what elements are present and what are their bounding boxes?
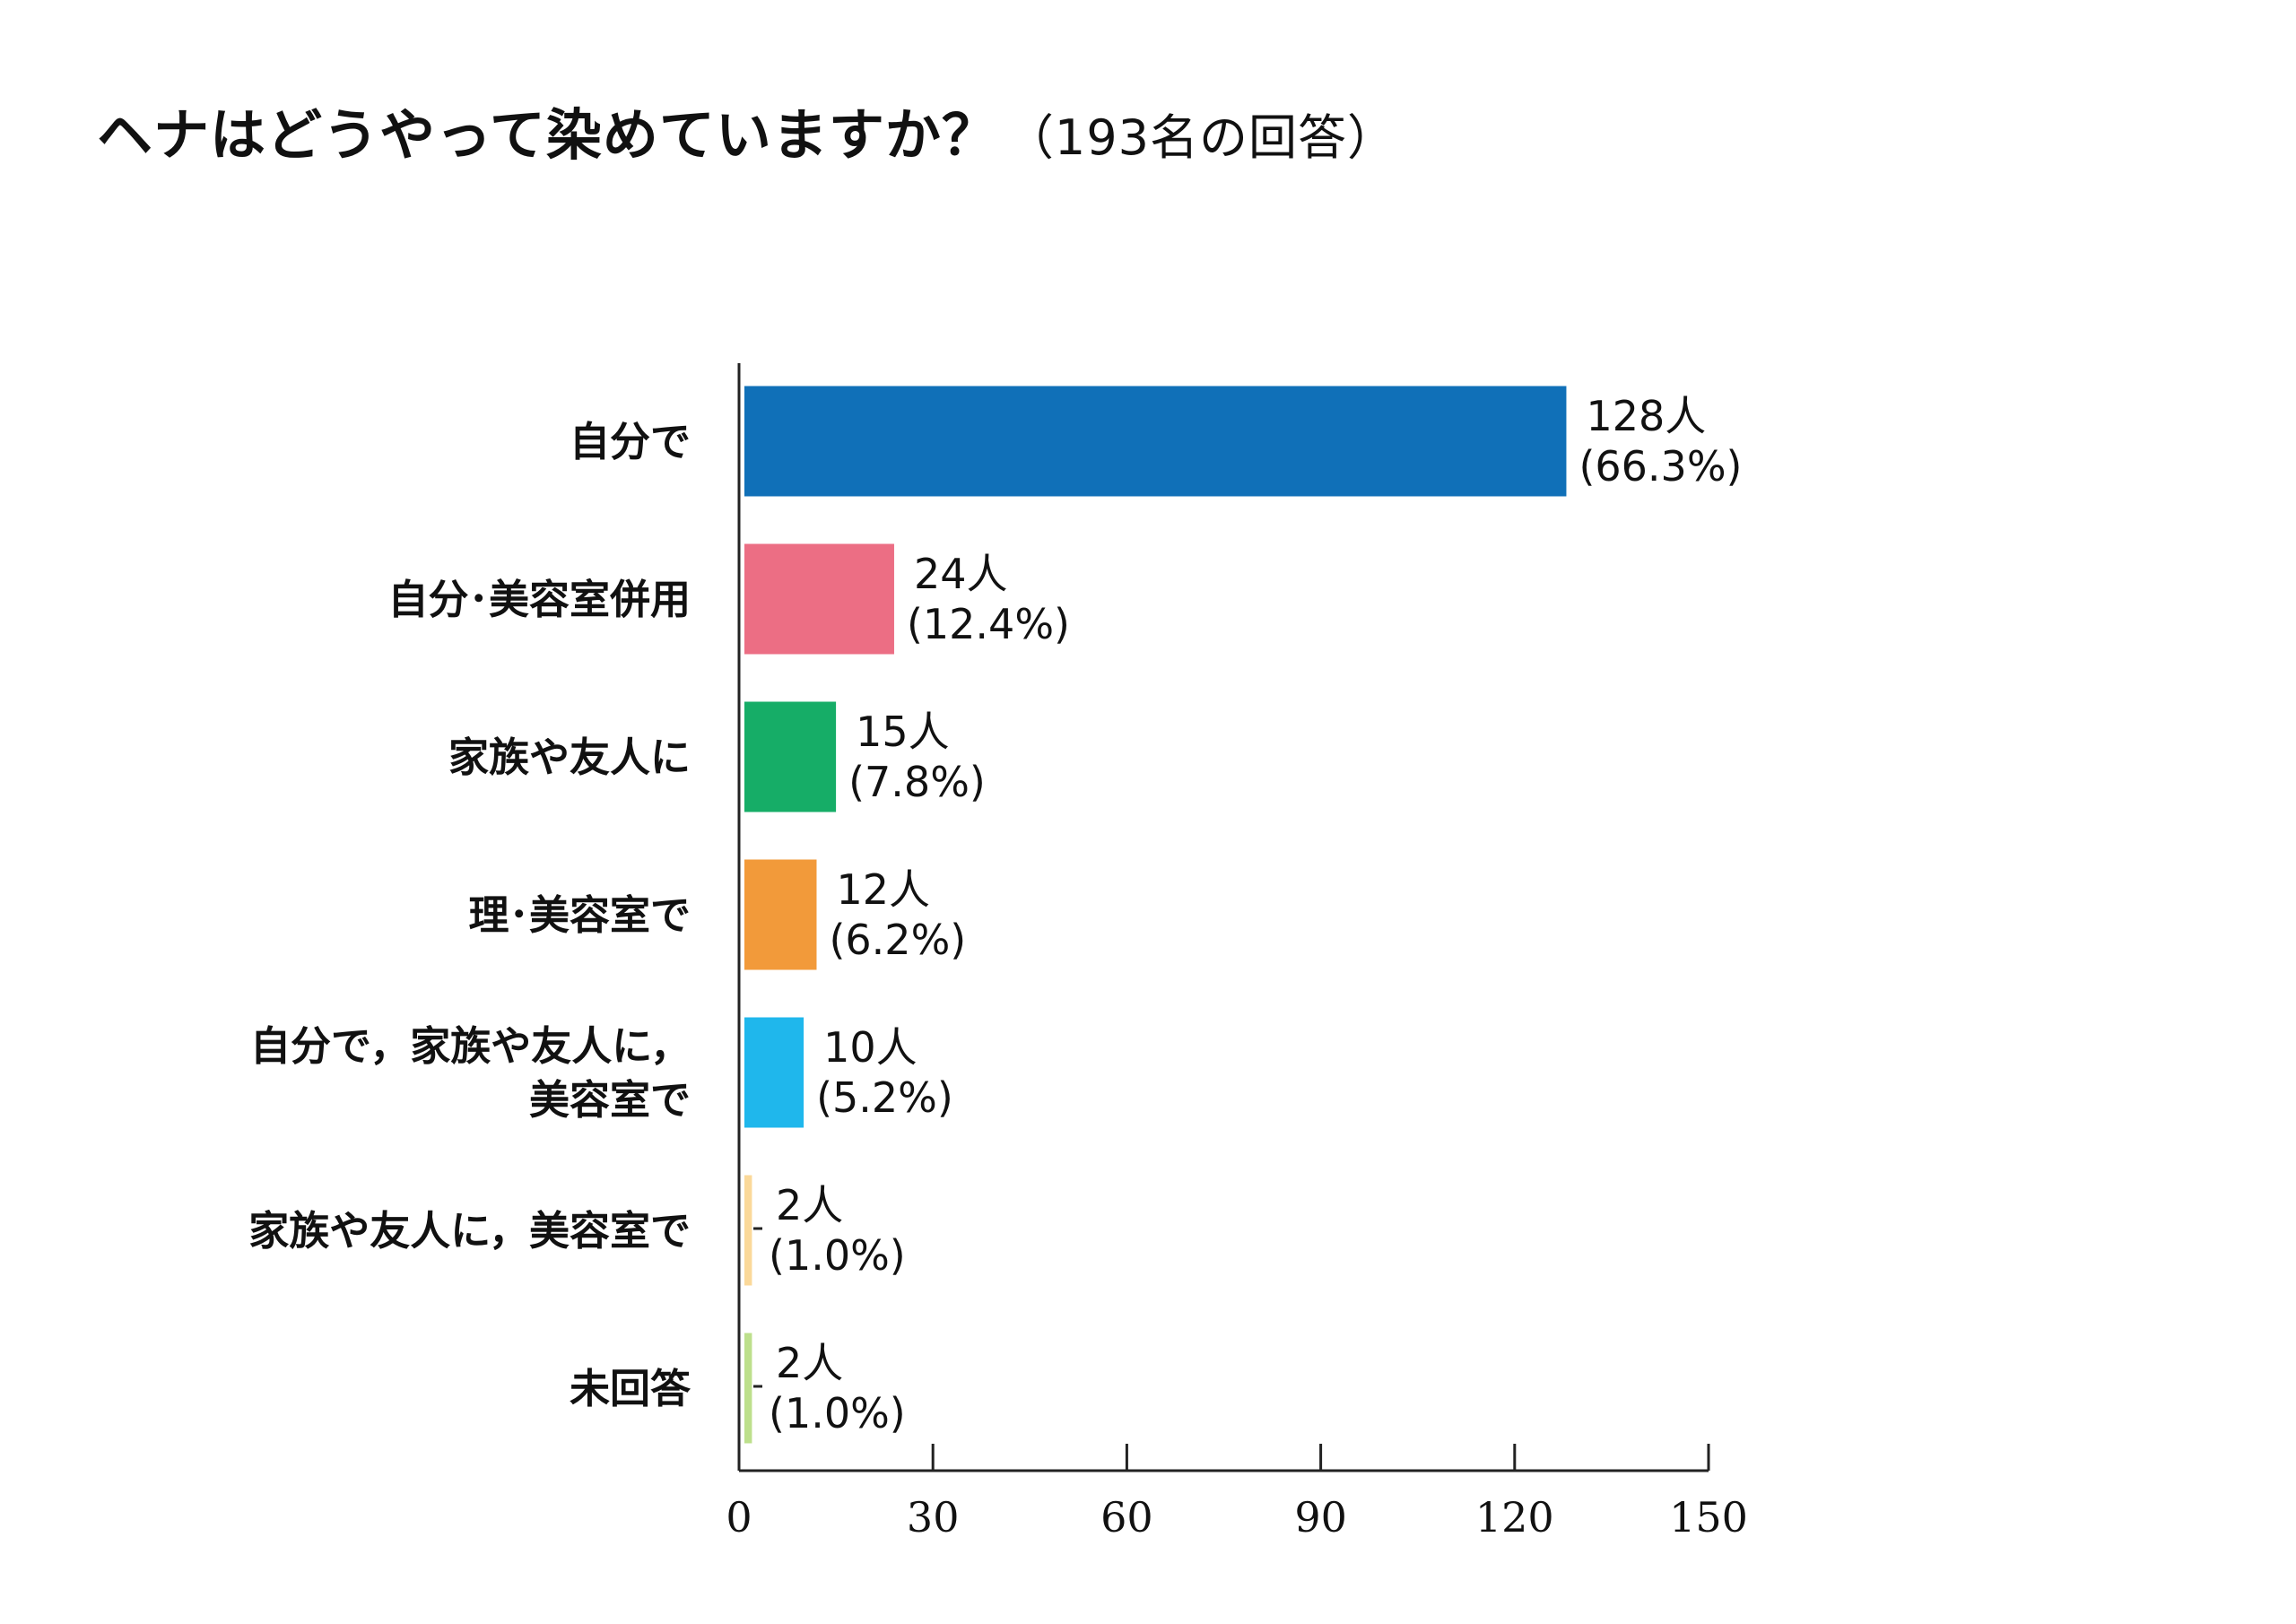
x-axis-ticks: 0 30 60 90 120 150 xyxy=(726,1444,1748,1541)
count-label: 15人 xyxy=(856,708,950,756)
bar xyxy=(744,701,837,812)
chart-title: ヘナはどうやって染めていますか？ （193名の回答） xyxy=(97,90,1396,170)
bar xyxy=(744,1175,752,1286)
percent-label: (12.4%) xyxy=(907,600,1070,648)
x-tick-label: 90 xyxy=(1294,1493,1347,1541)
bar xyxy=(744,1333,752,1444)
count-label: 2人 xyxy=(776,1339,843,1387)
category-label: 家族や友人に，美容室で xyxy=(248,1207,691,1255)
bar xyxy=(744,543,894,655)
category-label: 自分で xyxy=(570,418,691,465)
category-label: 理･美容室で xyxy=(468,891,691,939)
percent-label: (66.3%) xyxy=(1578,442,1742,491)
x-tick-label: 150 xyxy=(1669,1493,1748,1541)
count-label: 128人 xyxy=(1586,392,1706,440)
x-tick-label: 0 xyxy=(726,1493,752,1541)
category-label: 家族や友人に xyxy=(448,734,691,781)
x-tick-label: 30 xyxy=(907,1493,960,1541)
bar xyxy=(744,859,817,970)
category-label: 自分で，家族や友人に， xyxy=(250,1022,691,1070)
count-label: 12人 xyxy=(836,865,930,914)
value-labels: 128人(66.3%) 24人(12.4%) 15人(7.8%) 12人(6.2%) 1… xyxy=(753,392,1742,1437)
subtitle-text: （193名の回答） xyxy=(1004,109,1396,166)
percent-label: (7.8%) xyxy=(848,758,986,806)
count-label: 10人 xyxy=(823,1023,918,1072)
percent-label: (6.2%) xyxy=(829,916,966,964)
category-label: 美容室で xyxy=(529,1076,691,1124)
percent-label: (1.0%) xyxy=(769,1389,906,1437)
x-tick-label: 120 xyxy=(1475,1493,1554,1541)
category-label: 未回答 xyxy=(570,1365,691,1412)
x-tick-label: 60 xyxy=(1100,1493,1153,1541)
percent-label: (5.2%) xyxy=(816,1073,953,1122)
count-label: 24人 xyxy=(914,550,1008,598)
percent-label: (1.0%) xyxy=(769,1231,906,1280)
count-label: 2人 xyxy=(776,1181,843,1229)
chart-bars xyxy=(744,386,1567,1444)
bar xyxy=(744,1017,804,1128)
title-text: ヘナはどうやって染めていますか？ xyxy=(97,102,998,168)
category-label: 自分･美容室併用 xyxy=(387,576,691,623)
bar xyxy=(744,386,1567,497)
chart-axes xyxy=(737,363,1709,1472)
